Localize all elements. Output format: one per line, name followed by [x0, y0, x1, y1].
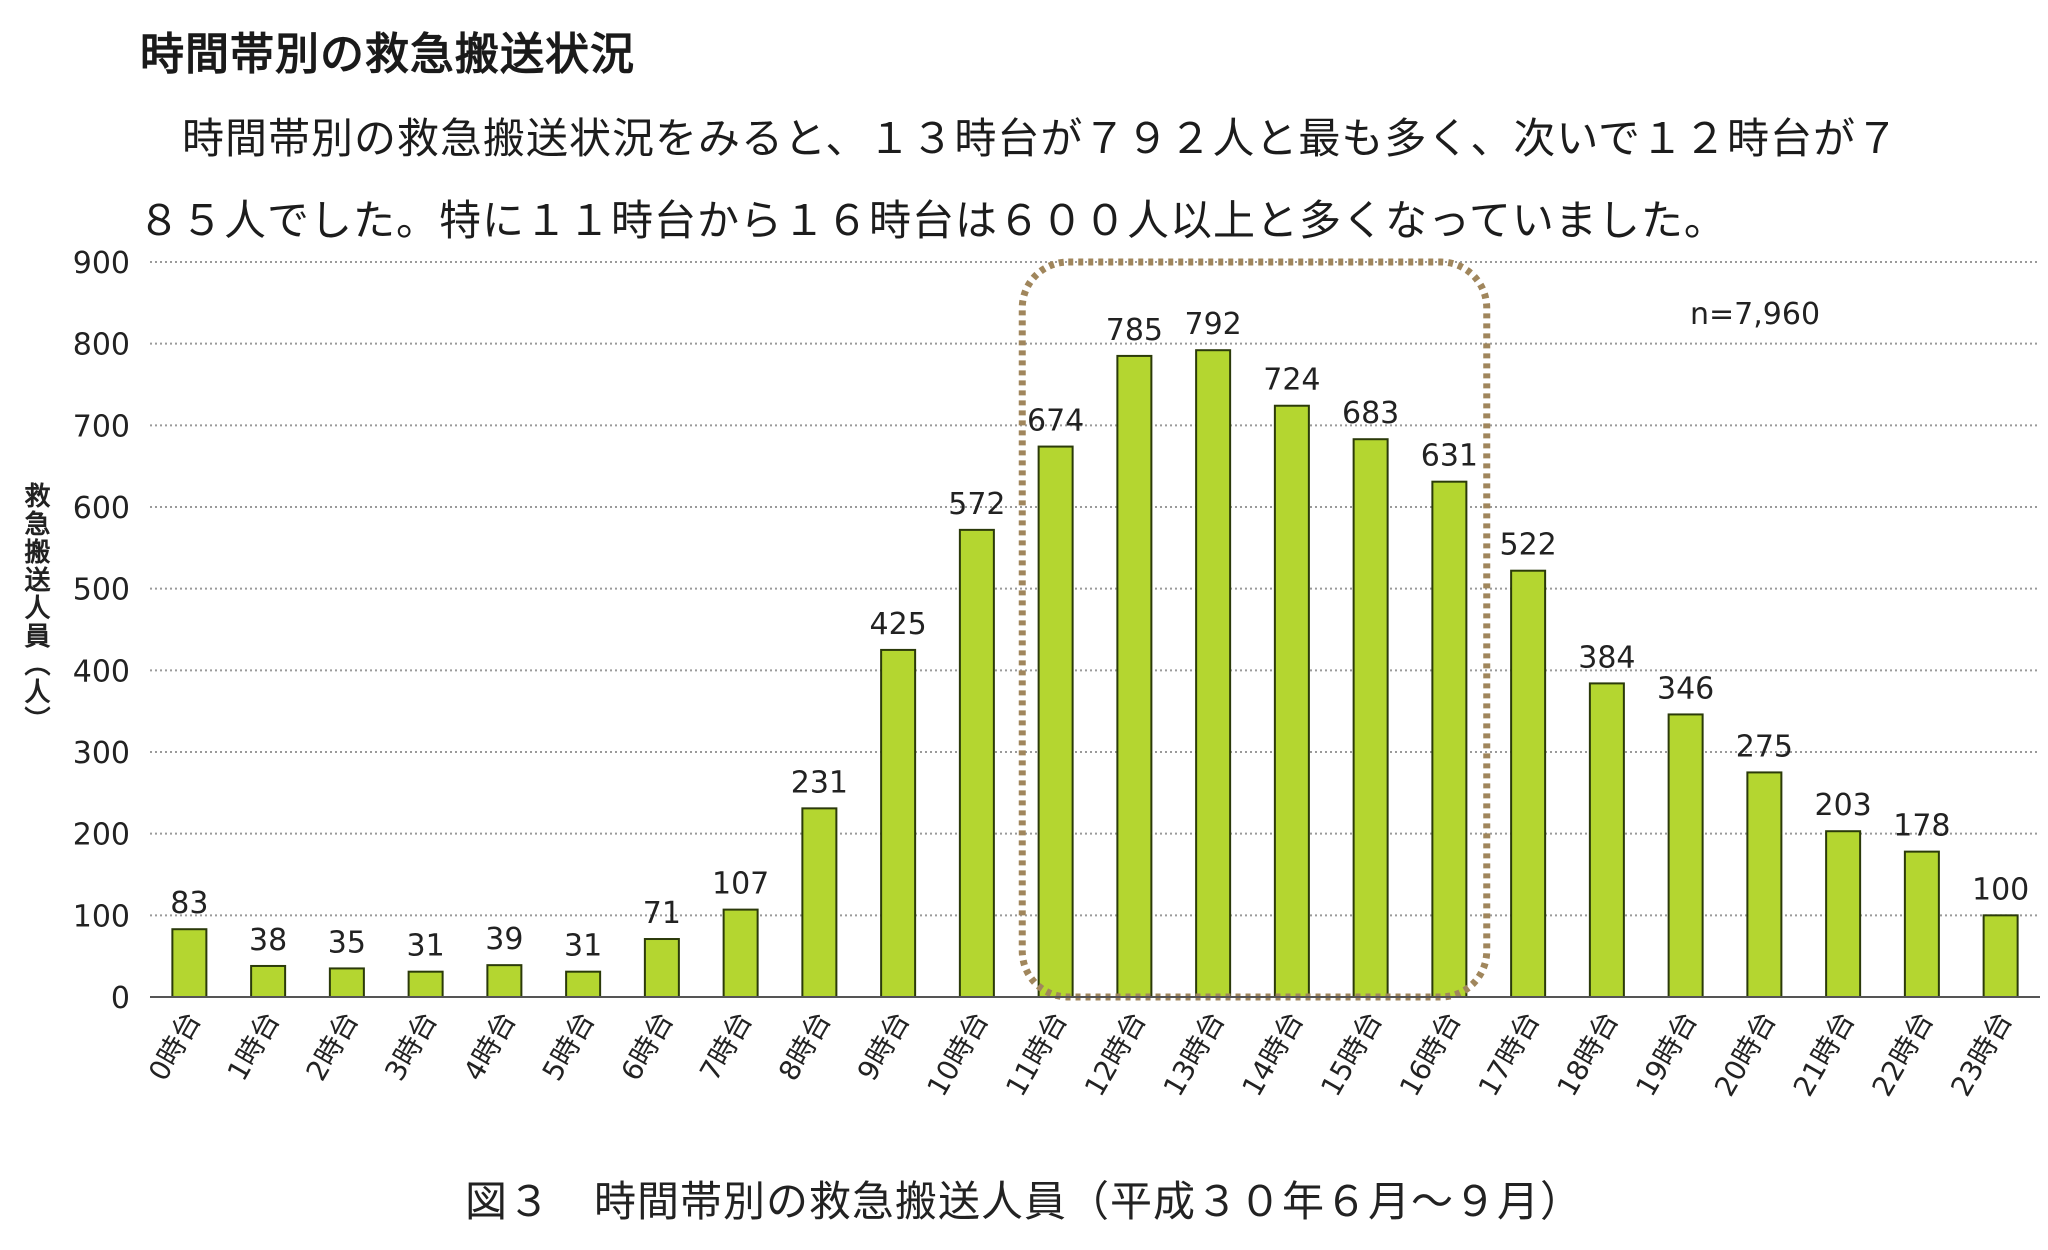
bar	[958, 528, 995, 998]
x-tick-label: 0時台	[142, 1006, 207, 1086]
data-label: 31	[564, 929, 602, 964]
y-tick-label: 500	[73, 573, 130, 608]
data-label: 31	[407, 929, 445, 964]
data-label: 674	[1027, 404, 1084, 439]
bar	[880, 648, 917, 999]
x-tick-label: 15時台	[1314, 1006, 1388, 1102]
data-label: 203	[1814, 788, 1871, 823]
gridlines	[150, 261, 2040, 917]
x-tick-label: 3時台	[378, 1006, 443, 1086]
data-label: 71	[643, 896, 681, 931]
bar	[565, 970, 602, 999]
data-labels: 83 38 35 31 39 31 71 107 231 425 572 674 785 792 724 68…	[170, 307, 2029, 963]
x-tick-label: 4時台	[457, 1006, 522, 1086]
bar	[250, 964, 287, 999]
data-label: 425	[869, 607, 926, 642]
bar	[1116, 354, 1153, 998]
bar	[801, 807, 838, 998]
bar	[1037, 445, 1074, 999]
data-label: 35	[328, 925, 366, 960]
data-label: 178	[1893, 809, 1950, 844]
y-axis-ticks: 0 100 200 300 400 500 600 700 800 900	[73, 246, 130, 1016]
data-label: 83	[170, 886, 208, 921]
y-tick-label: 0	[111, 981, 130, 1016]
data-label: 683	[1342, 396, 1399, 431]
bar	[1431, 480, 1468, 998]
x-tick-label: 2時台	[299, 1006, 364, 1086]
bar	[1667, 713, 1704, 999]
x-tick-label: 11時台	[999, 1006, 1073, 1102]
y-axis-label: 救急搬送人員（人）	[20, 482, 50, 734]
x-tick-label: 6時台	[614, 1006, 679, 1086]
bar	[1352, 438, 1389, 998]
bar	[722, 908, 759, 998]
data-label: 275	[1736, 729, 1793, 764]
bar	[486, 964, 523, 999]
data-label: 100	[1972, 872, 2029, 907]
x-tick-label: 16時台	[1393, 1006, 1467, 1102]
bar	[171, 928, 208, 999]
x-tick-label: 21時台	[1787, 1006, 1861, 1102]
bar	[643, 938, 680, 998]
bar	[1825, 830, 1862, 999]
y-tick-label: 400	[73, 654, 130, 689]
x-tick-label: 7時台	[693, 1006, 758, 1086]
x-tick-label: 10時台	[921, 1006, 995, 1102]
data-label: 346	[1657, 671, 1714, 706]
x-tick-label: 14時台	[1236, 1006, 1310, 1102]
data-label: 785	[1106, 313, 1163, 348]
bar	[1746, 771, 1783, 999]
y-tick-label: 300	[73, 736, 130, 771]
bar	[1273, 404, 1310, 998]
data-label: 522	[1499, 528, 1556, 563]
x-axis-ticks: 0時台 1時台 2時台 3時台 4時台 5時台 6時台 7時台 8時台 9時台 10時台 11時台 12…	[142, 1006, 2019, 1102]
x-tick-label: 23時台	[1944, 1006, 2018, 1102]
sample-size-annotation: n=7,960	[1690, 297, 1820, 332]
data-label: 39	[485, 922, 523, 957]
data-label: 384	[1578, 640, 1635, 675]
data-label: 631	[1421, 439, 1478, 474]
summary-paragraph: 時間帯別の救急搬送状況をみると、１３時台が７９２人と最も多く、次いで１２時台が７…	[138, 114, 1900, 245]
bar	[1982, 914, 2019, 998]
bar	[407, 970, 444, 999]
data-label: 38	[249, 923, 287, 958]
section-heading: 時間帯別の救急搬送状況	[140, 29, 635, 80]
x-tick-label: 17時台	[1472, 1006, 1546, 1102]
highlight-box	[1018, 258, 1491, 1001]
y-tick-label: 700	[73, 409, 130, 444]
bar	[328, 967, 365, 999]
y-tick-label: 800	[73, 328, 130, 363]
data-label: 572	[948, 487, 1005, 522]
x-tick-label: 18時台	[1551, 1006, 1625, 1102]
x-tick-label: 13時台	[1157, 1006, 1231, 1102]
bar	[1195, 349, 1232, 998]
bars	[171, 349, 2019, 999]
bar	[1510, 569, 1547, 998]
x-tick-label: 19時台	[1629, 1006, 1703, 1102]
x-tick-label: 20時台	[1708, 1006, 1782, 1102]
x-tick-label: 8時台	[772, 1006, 837, 1086]
bar	[1588, 682, 1625, 999]
y-tick-label: 600	[73, 491, 130, 526]
y-tick-label: 900	[73, 246, 130, 281]
y-tick-label: 200	[73, 818, 130, 853]
x-tick-label: 1時台	[221, 1006, 286, 1086]
figure-caption: 図３ 時間帯別の救急搬送人員（平成３０年６月～９月）	[464, 1177, 1583, 1226]
data-label: 107	[712, 867, 769, 902]
x-tick-label: 22時台	[1866, 1006, 1940, 1102]
data-label: 231	[791, 765, 848, 800]
data-label: 792	[1184, 307, 1241, 342]
x-tick-label: 5時台	[536, 1006, 601, 1086]
bar	[1903, 850, 1940, 999]
y-tick-label: 100	[73, 899, 130, 934]
x-tick-label: 9時台	[851, 1006, 916, 1086]
data-label: 724	[1263, 363, 1320, 398]
x-tick-label: 12時台	[1078, 1006, 1152, 1102]
